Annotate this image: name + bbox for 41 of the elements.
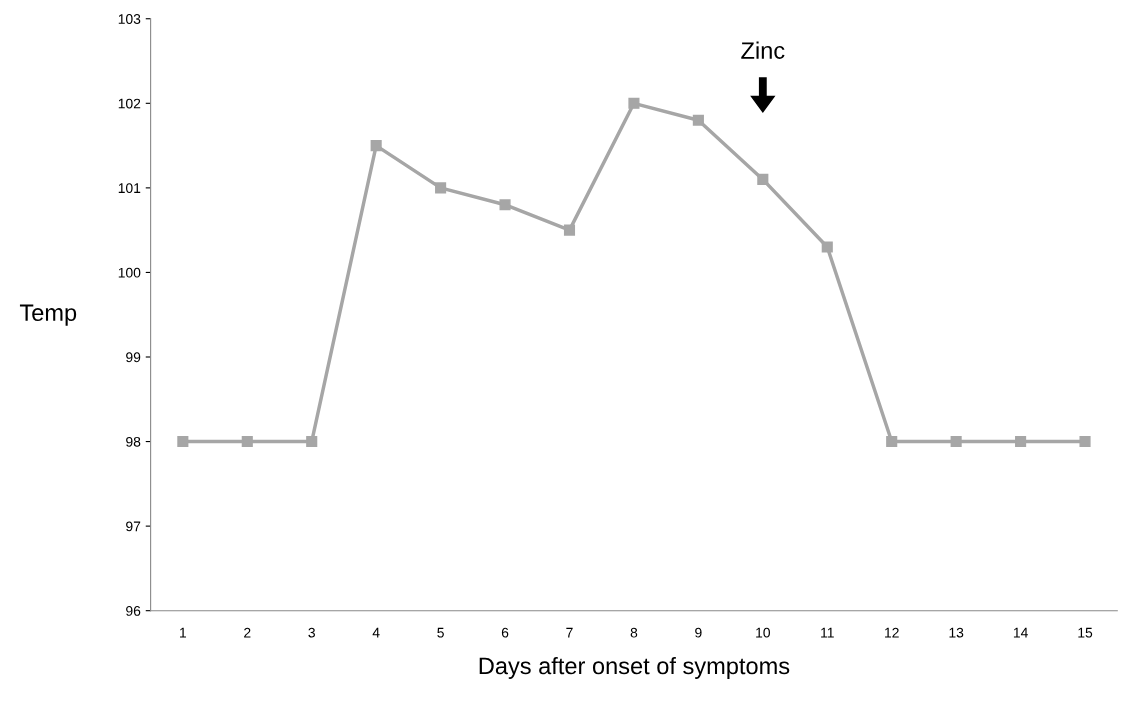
point xyxy=(886,436,898,448)
y-tick-label: 97 xyxy=(126,521,141,532)
x-tick-label: 8 xyxy=(630,627,638,638)
annotation: Zinc xyxy=(741,41,785,59)
y-tick-label: 101 xyxy=(118,183,141,194)
x-tick-label: 13 xyxy=(949,627,964,638)
y-tick-label: 100 xyxy=(118,267,141,278)
point xyxy=(1079,436,1091,448)
point xyxy=(628,97,640,109)
point xyxy=(370,140,382,152)
point xyxy=(950,436,962,448)
y-tick-label: 102 xyxy=(118,98,141,109)
x-tick-label: 14 xyxy=(1013,627,1028,638)
x-tick-label: 6 xyxy=(501,627,509,638)
y-tick-label: 103 xyxy=(118,14,141,24)
x-tick-label: 11 xyxy=(821,627,834,638)
point xyxy=(177,436,189,448)
point xyxy=(1015,436,1027,448)
point xyxy=(821,241,833,253)
point xyxy=(692,114,704,126)
point xyxy=(306,436,318,448)
y-tick-label: 96 xyxy=(126,606,141,616)
y-axis-title: Temp xyxy=(19,304,77,326)
point xyxy=(435,182,447,194)
x-tick-label: 10 xyxy=(756,627,770,638)
point xyxy=(757,173,769,185)
x-tick-label: 3 xyxy=(308,627,315,638)
x-tick-label: 9 xyxy=(695,627,702,638)
x-tick-label: 5 xyxy=(437,627,444,638)
x-tick-label: 12 xyxy=(885,627,899,638)
y-tick-label: 99 xyxy=(126,352,141,363)
x-tick-label: 4 xyxy=(372,627,380,638)
x-tick-label: 2 xyxy=(244,627,251,638)
point xyxy=(499,199,511,211)
x-axis-title: Days after onset of symptoms xyxy=(479,656,790,679)
x-tick-label: 1 xyxy=(180,627,187,638)
x-tick-label: 15 xyxy=(1078,627,1093,638)
y-tick-label: 98 xyxy=(126,436,141,447)
x-tick-label: 7 xyxy=(566,627,573,638)
point xyxy=(241,436,253,448)
point xyxy=(563,224,576,236)
